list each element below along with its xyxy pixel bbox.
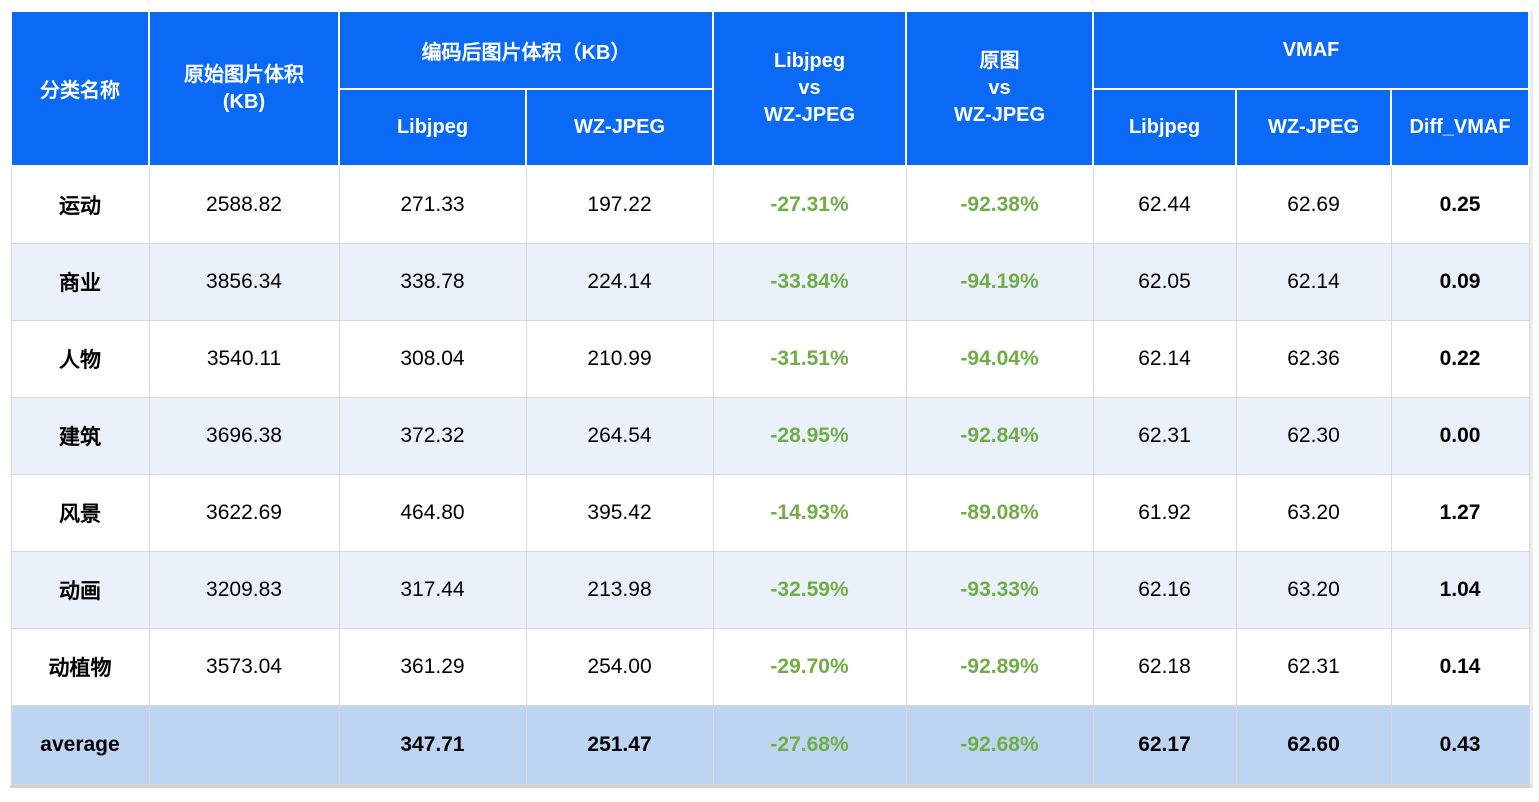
- cell-original-size: 3573.04: [148, 627, 340, 706]
- cell-vmaf-libjpeg: 62.18: [1092, 627, 1237, 706]
- cell-vmaf-wzjpeg: 62.30: [1235, 396, 1392, 475]
- cell-category: 人物: [10, 319, 150, 398]
- cell-category: 动画: [10, 550, 150, 629]
- subheader-vmaf-wzjpeg: WZ-JPEG: [1235, 88, 1393, 167]
- cell-vmaf-wzjpeg: 63.20: [1235, 473, 1392, 552]
- table-row: 人物 3540.11 308.04 210.99 -31.51% -94.04%…: [10, 319, 1530, 398]
- cell-libjpeg-vs-wzjpeg: -27.68%: [712, 704, 907, 785]
- cell-original-size: 3622.69: [148, 473, 340, 552]
- cell-orig-vs-wzjpeg: -92.68%: [905, 704, 1094, 785]
- cell-vmaf-libjpeg: 62.44: [1092, 165, 1237, 244]
- table-header: 分类名称 原始图片体积 (KB) 编码后图片体积（KB） Libjpeg vs …: [10, 10, 1531, 167]
- cell-vmaf-libjpeg: 62.14: [1092, 319, 1237, 398]
- table-row: 运动 2588.82 271.33 197.22 -27.31% -92.38%…: [10, 165, 1530, 244]
- header-original-size: 原始图片体积 (KB): [148, 10, 340, 167]
- cell-wzjpeg-size: 213.98: [525, 550, 714, 629]
- cell-vmaf-wzjpeg: 62.14: [1235, 242, 1392, 321]
- cell-orig-vs-wzjpeg: -89.08%: [905, 473, 1094, 552]
- cell-vmaf-wzjpeg: 62.69: [1235, 165, 1392, 244]
- cell-diff-vmaf: 0.25: [1390, 165, 1530, 244]
- cell-vmaf-libjpeg: 61.92: [1092, 473, 1237, 552]
- header-encoded-size: 编码后图片体积（KB）: [337, 10, 715, 90]
- cell-libjpeg-size: 271.33: [338, 165, 527, 244]
- cell-original-size: 3856.34: [148, 242, 340, 321]
- cell-category: 建筑: [10, 396, 150, 475]
- cell-original-size: [148, 704, 340, 785]
- cell-libjpeg-vs-wzjpeg: -33.84%: [712, 242, 907, 321]
- cell-wzjpeg-size: 395.42: [525, 473, 714, 552]
- table-row: 动植物 3573.04 361.29 254.00 -29.70% -92.89…: [10, 627, 1530, 706]
- cell-libjpeg-vs-wzjpeg: -27.31%: [712, 165, 907, 244]
- table-body: 运动 2588.82 271.33 197.22 -27.31% -92.38%…: [10, 165, 1530, 785]
- cell-diff-vmaf: 0.14: [1390, 627, 1530, 706]
- cell-libjpeg-size: 347.71: [338, 704, 527, 785]
- cell-category: 风景: [10, 473, 150, 552]
- cell-original-size: 3696.38: [148, 396, 340, 475]
- cell-libjpeg-size: 361.29: [338, 627, 527, 706]
- cell-wzjpeg-size: 197.22: [525, 165, 714, 244]
- cell-wzjpeg-size: 254.00: [525, 627, 714, 706]
- cell-vmaf-wzjpeg: 62.60: [1235, 704, 1392, 785]
- cell-orig-vs-wzjpeg: -94.19%: [905, 242, 1094, 321]
- cell-category: 商业: [10, 242, 150, 321]
- cell-orig-vs-wzjpeg: -92.84%: [905, 396, 1094, 475]
- cell-category: 动植物: [10, 627, 150, 706]
- subheader-encoded-wzjpeg: WZ-JPEG: [524, 88, 715, 167]
- header-category: 分类名称: [10, 10, 150, 167]
- cell-wzjpeg-size: 251.47: [525, 704, 714, 785]
- benchmark-table-container: 分类名称 原始图片体积 (KB) 编码后图片体积（KB） Libjpeg vs …: [10, 10, 1531, 785]
- cell-orig-vs-wzjpeg: -93.33%: [905, 550, 1094, 629]
- cell-vmaf-wzjpeg: 63.20: [1235, 550, 1392, 629]
- cell-wzjpeg-size: 264.54: [525, 396, 714, 475]
- cell-diff-vmaf: 0.00: [1390, 396, 1530, 475]
- cell-diff-vmaf: 0.22: [1390, 319, 1530, 398]
- cell-libjpeg-vs-wzjpeg: -32.59%: [712, 550, 907, 629]
- cell-category: average: [10, 704, 150, 785]
- header-orig-vs-wzjpeg: 原图 vs WZ-JPEG: [905, 10, 1095, 167]
- cell-orig-vs-wzjpeg: -92.38%: [905, 165, 1094, 244]
- table-row: 建筑 3696.38 372.32 264.54 -28.95% -92.84%…: [10, 396, 1530, 475]
- cell-libjpeg-vs-wzjpeg: -29.70%: [712, 627, 907, 706]
- cell-diff-vmaf: 1.27: [1390, 473, 1530, 552]
- cell-wzjpeg-size: 210.99: [525, 319, 714, 398]
- cell-libjpeg-size: 338.78: [338, 242, 527, 321]
- table-row-average: average 347.71 251.47 -27.68% -92.68% 62…: [10, 704, 1530, 785]
- cell-libjpeg-size: 308.04: [338, 319, 527, 398]
- table-row: 风景 3622.69 464.80 395.42 -14.93% -89.08%…: [10, 473, 1530, 552]
- subheader-diff-vmaf: Diff_VMAF: [1390, 88, 1531, 167]
- cell-original-size: 3540.11: [148, 319, 340, 398]
- cell-vmaf-libjpeg: 62.17: [1092, 704, 1237, 785]
- cell-original-size: 2588.82: [148, 165, 340, 244]
- cell-libjpeg-size: 464.80: [338, 473, 527, 552]
- cell-libjpeg-vs-wzjpeg: -28.95%: [712, 396, 907, 475]
- subheader-encoded-libjpeg: Libjpeg: [338, 88, 527, 167]
- cell-diff-vmaf: 0.09: [1390, 242, 1530, 321]
- cell-wzjpeg-size: 224.14: [525, 242, 714, 321]
- cell-vmaf-wzjpeg: 62.36: [1235, 319, 1392, 398]
- cell-libjpeg-vs-wzjpeg: -31.51%: [712, 319, 907, 398]
- cell-diff-vmaf: 1.04: [1390, 550, 1530, 629]
- cell-libjpeg-vs-wzjpeg: -14.93%: [712, 473, 907, 552]
- table-row: 动画 3209.83 317.44 213.98 -32.59% -93.33%…: [10, 550, 1530, 629]
- table-row: 商业 3856.34 338.78 224.14 -33.84% -94.19%…: [10, 242, 1530, 321]
- cell-vmaf-wzjpeg: 62.31: [1235, 627, 1392, 706]
- cell-vmaf-libjpeg: 62.05: [1092, 242, 1237, 321]
- cell-orig-vs-wzjpeg: -92.89%: [905, 627, 1094, 706]
- cell-original-size: 3209.83: [148, 550, 340, 629]
- header-vmaf: VMAF: [1092, 10, 1531, 90]
- benchmark-table: 分类名称 原始图片体积 (KB) 编码后图片体积（KB） Libjpeg vs …: [10, 10, 1531, 785]
- header-libjpeg-vs-wzjpeg: Libjpeg vs WZ-JPEG: [712, 10, 908, 167]
- cell-category: 运动: [10, 165, 150, 244]
- cell-libjpeg-size: 372.32: [338, 396, 527, 475]
- cell-vmaf-libjpeg: 62.31: [1092, 396, 1237, 475]
- cell-orig-vs-wzjpeg: -94.04%: [905, 319, 1094, 398]
- cell-libjpeg-size: 317.44: [338, 550, 527, 629]
- cell-vmaf-libjpeg: 62.16: [1092, 550, 1237, 629]
- subheader-vmaf-libjpeg: Libjpeg: [1092, 88, 1238, 167]
- cell-diff-vmaf: 0.43: [1390, 704, 1530, 785]
